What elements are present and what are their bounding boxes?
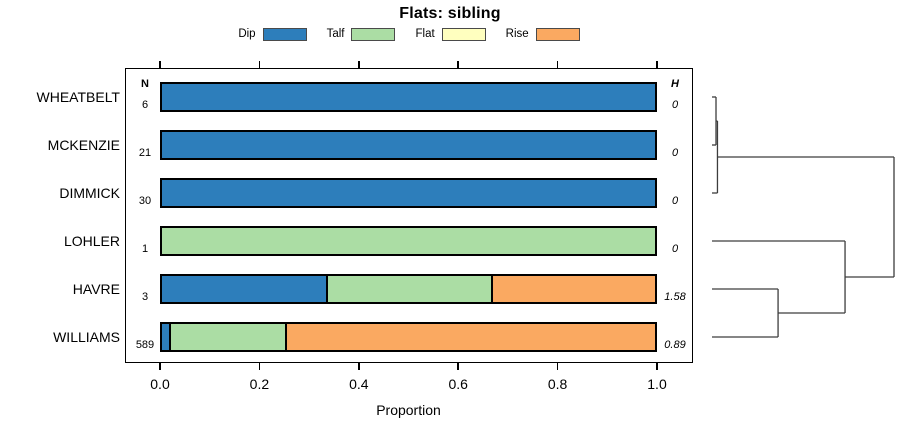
- x-tick: [358, 61, 360, 68]
- bar-segment: [285, 324, 655, 350]
- row-label: LOHLER: [63, 233, 120, 249]
- legend-label: Talf: [326, 28, 345, 40]
- legend-swatch: [535, 27, 580, 41]
- bar: [160, 178, 657, 208]
- bar: [160, 82, 657, 112]
- n-value: 589: [135, 339, 155, 351]
- legend-label: Dip: [238, 28, 256, 40]
- n-value: 30: [138, 195, 152, 207]
- legend-swatch: [351, 27, 396, 41]
- n-value: 6: [141, 99, 149, 111]
- legend-item: Rise: [505, 27, 580, 41]
- x-tick: [159, 363, 161, 370]
- row-label: MCKENZIE: [47, 137, 120, 153]
- bar-segment: [162, 180, 655, 206]
- bar-segment: [169, 324, 286, 350]
- bar: [160, 322, 657, 352]
- h-value: 0.89: [664, 339, 686, 351]
- bar: [160, 130, 657, 160]
- legend-label: Rise: [505, 28, 529, 40]
- legend-item: Dip: [238, 27, 307, 41]
- row-label: DIMMICK: [59, 185, 120, 201]
- x-tick-label: 1.0: [647, 376, 667, 392]
- x-tick: [457, 363, 459, 370]
- n-value: 21: [138, 147, 152, 159]
- x-tick-label: 0.2: [249, 376, 270, 392]
- bar: [160, 226, 657, 256]
- bar: [160, 274, 657, 304]
- bar-segment: [326, 276, 491, 302]
- bar-segment: [162, 276, 327, 302]
- x-tick: [556, 61, 559, 68]
- bar-segment: [162, 84, 655, 110]
- h-value: 0: [671, 195, 679, 207]
- n-column-header: N: [141, 78, 149, 90]
- x-tick: [358, 363, 360, 370]
- h-column-header: H: [671, 78, 679, 90]
- plot-frame: [125, 68, 693, 363]
- bar-segment: [162, 228, 655, 254]
- h-value: 1.58: [664, 291, 686, 303]
- legend: Dip Talf Flat Rise: [125, 25, 693, 43]
- legend-swatch: [262, 27, 307, 41]
- row-label: WILLIAMS: [53, 329, 120, 345]
- bar-segment: [490, 276, 655, 302]
- x-axis-title: Proportion: [376, 402, 441, 418]
- x-tick: [656, 363, 658, 370]
- x-tick-label: 0.6: [448, 376, 468, 392]
- x-tick-label: 0.8: [547, 376, 568, 392]
- x-tick: [159, 61, 161, 68]
- x-tick: [556, 363, 559, 370]
- row-label: HAVRE: [72, 281, 120, 297]
- x-tick-label: 0.4: [349, 376, 369, 392]
- x-tick: [656, 61, 658, 68]
- bar-segment: [162, 324, 170, 350]
- row-label: WHEATBELT: [36, 89, 121, 105]
- x-tick: [457, 61, 459, 68]
- legend-item: Flat: [415, 27, 486, 41]
- chart-title: Flats: sibling: [399, 5, 501, 22]
- h-value: 0: [671, 147, 679, 159]
- legend-item: Talf: [326, 27, 396, 41]
- legend-swatch: [441, 27, 486, 41]
- h-value: 0: [671, 243, 679, 255]
- bar-segment: [162, 132, 655, 158]
- h-value: 0: [671, 99, 679, 111]
- x-tick: [258, 363, 261, 370]
- n-value: 3: [141, 291, 149, 303]
- n-value: 1: [141, 243, 149, 255]
- legend-label: Flat: [415, 28, 435, 40]
- x-tick: [258, 61, 261, 68]
- x-tick-label: 0.0: [150, 376, 170, 392]
